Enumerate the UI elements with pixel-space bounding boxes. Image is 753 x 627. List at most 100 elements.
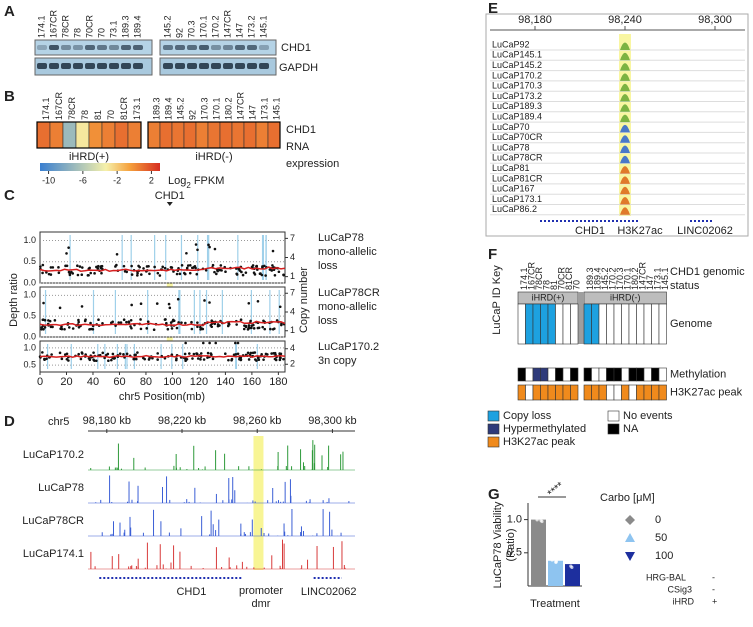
scale-label-part: FPKM (194, 175, 225, 187)
blot (159, 39, 277, 56)
track-texture (95, 359, 98, 363)
track-texture (199, 352, 203, 355)
sample-label: 145.2 (175, 97, 185, 120)
tick-label: -10 (42, 175, 55, 185)
sample-label: 189.4 (593, 267, 603, 290)
x-tick-label: 20 (60, 376, 72, 388)
track-texture (234, 341, 237, 345)
sample-label: LuCaP189.3 (492, 101, 542, 111)
x-tick-label: 100 (163, 376, 181, 388)
track-texture (77, 320, 80, 324)
track-texture (199, 325, 202, 329)
band (97, 63, 107, 69)
track-texture (142, 267, 145, 270)
sample-label: 173.1 (653, 267, 663, 290)
sample-label: 70 (572, 280, 582, 290)
track-texture (235, 323, 238, 326)
x-axis-label: Treatment (530, 598, 580, 610)
track-texture (71, 327, 75, 330)
sample-label: 70 (96, 28, 106, 38)
sample-label: 189.3 (120, 15, 130, 38)
band (259, 63, 269, 69)
sample-label: 70CR (84, 14, 94, 38)
status-cell (658, 303, 667, 345)
track-texture (169, 266, 173, 269)
heatmap-cell (231, 121, 245, 149)
track-texture (235, 272, 238, 276)
panel-label: D (4, 413, 15, 430)
bar (548, 560, 563, 586)
track-texture (250, 324, 253, 328)
sample-label: LuCaP189.4 (492, 111, 542, 121)
legend-marker (625, 533, 635, 542)
track-texture (101, 351, 105, 355)
legend-label: Hypermethylated (503, 423, 586, 435)
tick-label: 2 (149, 175, 154, 185)
status-cell (570, 384, 579, 401)
track-texture (139, 318, 142, 321)
y2-tick-label: 4 (290, 306, 295, 316)
track-texture (256, 299, 260, 303)
track-texture (271, 264, 274, 267)
track-texture (273, 327, 276, 330)
track-texture (93, 272, 96, 275)
track-texture (59, 327, 62, 331)
track-texture (80, 273, 84, 277)
track-texture (184, 321, 187, 325)
track-texture (620, 124, 630, 133)
band (247, 63, 257, 69)
track-texture (278, 356, 282, 359)
track-texture (97, 318, 100, 322)
sample-label: LuCaP70 (492, 122, 530, 132)
track-texture (130, 264, 133, 268)
track-texture (114, 265, 117, 268)
sample-label: 173.1 (259, 97, 269, 120)
sample-label: 167CR (48, 9, 58, 38)
track-texture (620, 42, 630, 50)
track-texture (167, 302, 171, 306)
track-texture (174, 358, 178, 362)
track-texture (268, 268, 272, 271)
track-texture (57, 266, 60, 269)
track-texture (186, 264, 190, 267)
track-texture (48, 319, 52, 323)
track-texture (188, 352, 191, 355)
track-texture (202, 358, 206, 361)
band (175, 63, 185, 69)
track-texture (278, 305, 282, 309)
status-cell (643, 384, 652, 401)
sample-label: 189.3 (151, 97, 161, 120)
track-texture (244, 324, 248, 328)
legend-title: Carbo [μM] (600, 492, 655, 504)
track-texture (134, 357, 138, 361)
region-label: promoter (239, 585, 283, 597)
legend-label: No events (623, 410, 673, 422)
track-texture (51, 325, 54, 329)
track-texture (77, 326, 81, 329)
sample-label: 147 (234, 23, 244, 38)
status-cell (517, 384, 526, 401)
sample-label: 174.1 (36, 15, 46, 38)
track-texture (123, 270, 127, 273)
track-texture (155, 302, 159, 305)
band (223, 45, 233, 50)
track-texture (79, 357, 83, 361)
track-texture (234, 352, 238, 356)
track-texture (67, 326, 71, 329)
track-texture (190, 327, 194, 331)
track-texture (178, 272, 182, 276)
track-texture (145, 327, 149, 330)
status-cell (591, 303, 600, 345)
band (97, 45, 107, 50)
heatmap-cell (127, 121, 142, 149)
sample-label: 145.1 (271, 97, 281, 120)
track-texture (183, 271, 186, 275)
track-texture (273, 273, 277, 277)
sample-label: 147CR (222, 9, 232, 38)
track-texture (171, 318, 175, 322)
track-texture (132, 357, 135, 361)
track-texture (188, 264, 192, 267)
band (85, 63, 95, 69)
status-cell (643, 367, 652, 382)
track-texture (185, 357, 189, 361)
